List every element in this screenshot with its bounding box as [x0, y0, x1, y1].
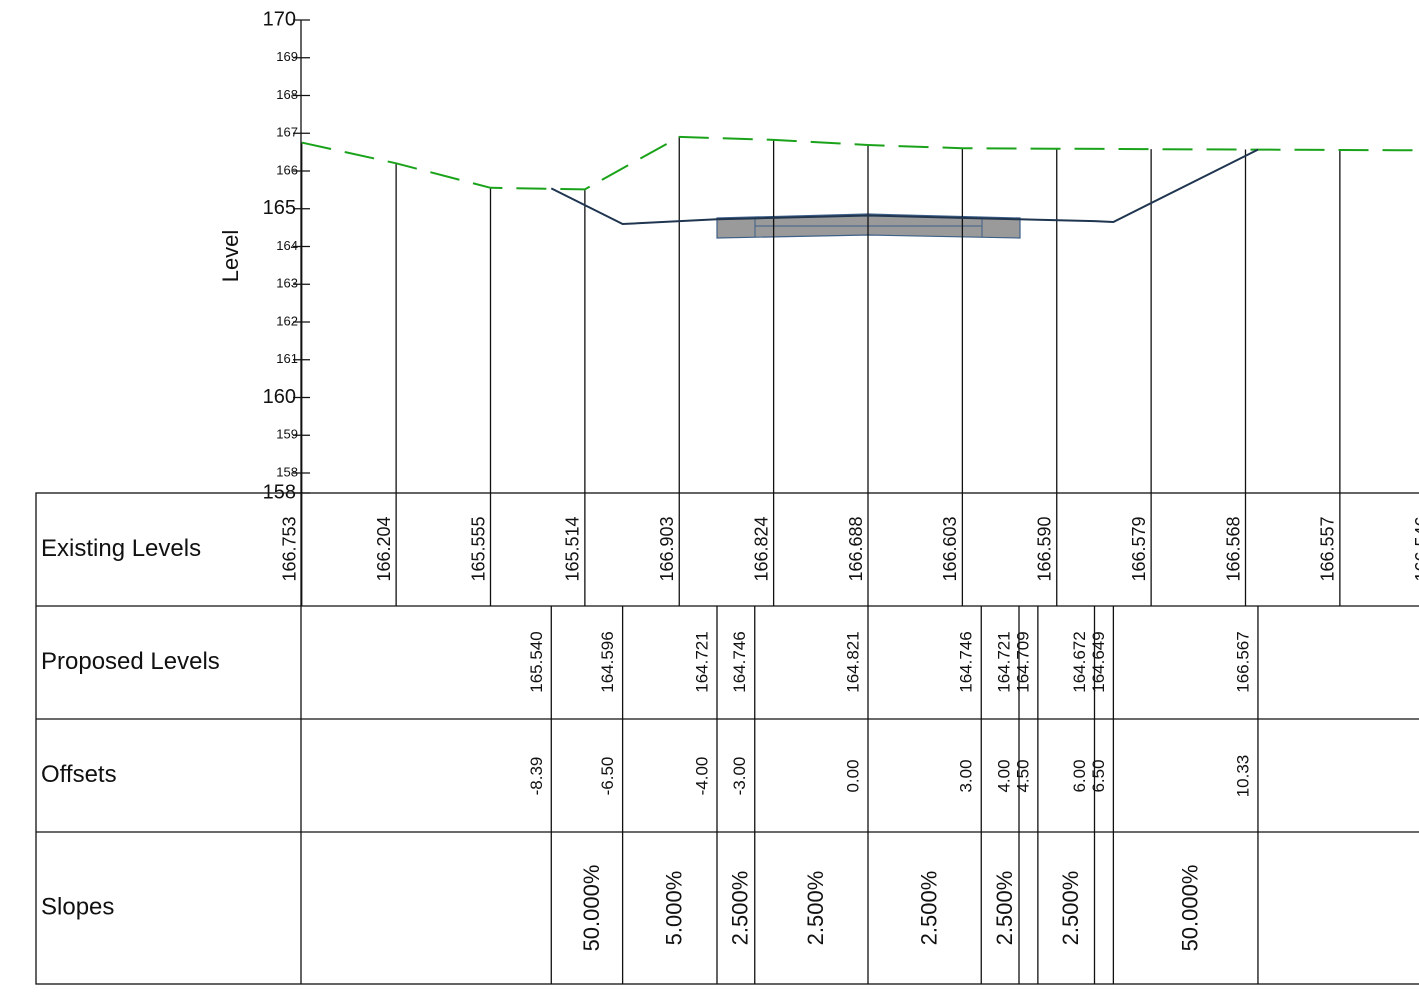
slope-value: 50.000% [1177, 865, 1202, 952]
existing-level: 166.688 [846, 516, 866, 581]
proposed-level: 166.567 [1233, 631, 1252, 692]
y-tick-label: 161 [276, 351, 298, 366]
existing-ground [301, 135, 1419, 191]
existing-level: 166.824 [751, 516, 771, 581]
proposed-level: 164.649 [1089, 631, 1108, 692]
proposed-level: 164.596 [598, 631, 617, 692]
offset-value: 6.00 [1070, 759, 1089, 792]
slope-value: 50.000% [579, 865, 604, 952]
y-tick-label: 168 [276, 87, 298, 102]
y-tick-label: 162 [276, 313, 298, 328]
proposed-level: 164.746 [957, 631, 976, 692]
proposed-level: 164.721 [692, 631, 711, 692]
band-name: Offsets [41, 761, 117, 788]
slope-value: 2.500% [803, 871, 828, 946]
proposed-level: 164.746 [730, 631, 749, 692]
offset-value: 4.50 [1013, 759, 1032, 792]
y-tick-label: 165 [263, 197, 296, 219]
y-tick-label: 164 [276, 238, 298, 253]
offset-value: -4.00 [692, 757, 711, 796]
y-tick-label: 167 [276, 125, 298, 140]
proposed-level: 164.709 [1013, 631, 1032, 692]
existing-level: 166.568 [1223, 516, 1243, 581]
proposed-level: 165.540 [527, 631, 546, 692]
offset-value: -8.39 [527, 757, 546, 796]
existing-level: 166.546 [1412, 516, 1419, 581]
y-tick-label: 169 [276, 49, 298, 64]
existing-level: 166.903 [657, 516, 677, 581]
y-tick-label: 166 [276, 162, 298, 177]
y-tick-label: 158 [276, 464, 298, 479]
band-table [35, 492, 1419, 985]
band-name: Proposed Levels [41, 648, 220, 675]
y-tick-label: 163 [276, 276, 298, 291]
slope-value: 2.500% [1058, 871, 1083, 946]
y-tick-label: 170 [263, 8, 296, 30]
existing-level: 166.590 [1035, 516, 1055, 581]
proposed-level: 164.721 [994, 631, 1013, 692]
slope-value: 2.500% [992, 871, 1017, 946]
offset-value: 0.00 [843, 759, 862, 792]
existing-level: 165.555 [468, 516, 488, 581]
slope-value: 2.500% [728, 871, 753, 946]
offset-value: 3.00 [957, 759, 976, 792]
offset-value: 4.00 [994, 759, 1013, 792]
existing-level: 165.514 [563, 516, 583, 581]
proposed-level: 164.672 [1070, 631, 1089, 692]
offset-value: 6.50 [1089, 759, 1108, 792]
existing-level: 166.753 [280, 516, 300, 581]
band-name: Existing Levels [41, 535, 201, 562]
existing-level: 166.603 [940, 516, 960, 581]
y-tick-label: 160 [263, 386, 296, 408]
proposed-surface [550, 148, 1259, 226]
y-axis-label: Level [218, 230, 243, 283]
proposed-level: 164.821 [843, 631, 862, 692]
offset-value: -6.50 [598, 757, 617, 796]
existing-level: 166.579 [1129, 516, 1149, 581]
slope-value: 5.000% [662, 871, 687, 946]
offset-value: -3.00 [730, 757, 749, 796]
existing-level: 166.557 [1318, 516, 1338, 581]
offset-value: 10.33 [1233, 755, 1252, 798]
existing-level: 166.204 [374, 516, 394, 581]
slope-value: 2.500% [916, 871, 941, 946]
band-name: Slopes [41, 893, 114, 920]
y-tick-label: 159 [276, 427, 298, 442]
y-tick-label: 158 [263, 481, 296, 503]
